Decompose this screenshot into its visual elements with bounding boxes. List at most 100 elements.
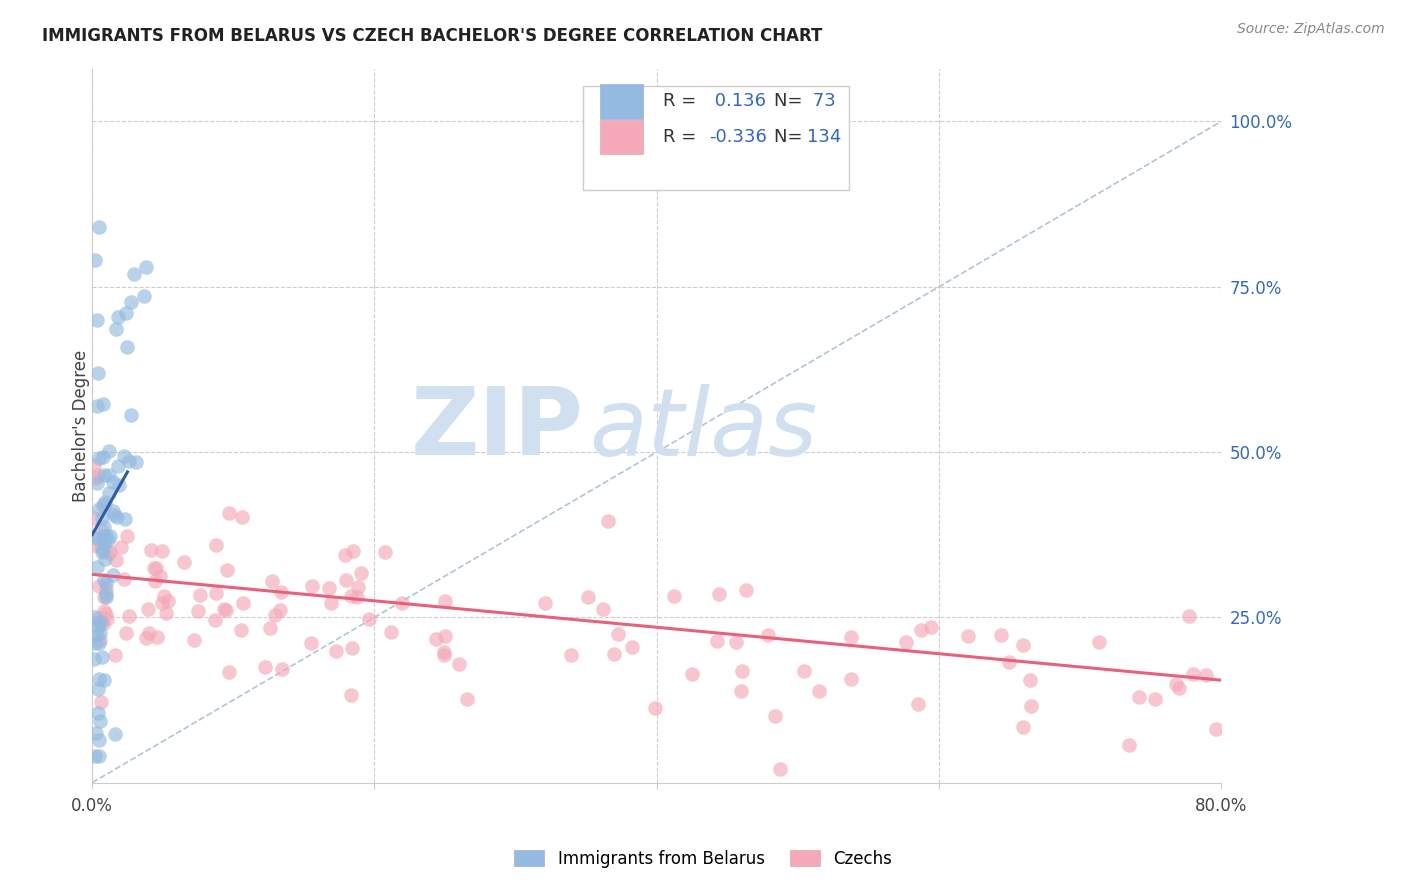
Point bbox=[98, 468, 121, 483]
Point bbox=[91, 529, 114, 543]
Point bbox=[340, 590, 363, 604]
Text: 73: 73 bbox=[807, 93, 835, 111]
Point bbox=[87, 468, 110, 483]
Point bbox=[97, 443, 120, 458]
Point bbox=[86, 313, 108, 327]
Point bbox=[104, 727, 127, 741]
Point bbox=[86, 628, 108, 642]
Point bbox=[143, 561, 166, 575]
Point bbox=[97, 486, 120, 500]
Point bbox=[89, 450, 111, 465]
Point bbox=[91, 450, 114, 464]
Point bbox=[118, 608, 141, 623]
Point bbox=[391, 596, 413, 610]
Point bbox=[254, 660, 277, 674]
Point bbox=[839, 673, 862, 687]
Point bbox=[117, 529, 139, 543]
Point bbox=[83, 529, 105, 543]
Point bbox=[91, 498, 114, 512]
Point bbox=[89, 532, 111, 546]
Point bbox=[87, 749, 110, 764]
Point bbox=[347, 580, 370, 594]
Point bbox=[1166, 677, 1188, 691]
Point bbox=[153, 589, 176, 603]
Point bbox=[93, 537, 115, 551]
Point bbox=[98, 529, 121, 543]
Point bbox=[90, 540, 112, 554]
Point bbox=[763, 708, 786, 723]
Text: -0.336: -0.336 bbox=[709, 128, 766, 146]
Point bbox=[150, 596, 173, 610]
Point bbox=[93, 617, 115, 632]
Point bbox=[232, 596, 254, 610]
Point bbox=[107, 310, 129, 325]
Point bbox=[231, 510, 253, 524]
Point bbox=[83, 538, 105, 552]
Point bbox=[86, 559, 108, 574]
Point bbox=[136, 602, 159, 616]
Point bbox=[107, 459, 129, 474]
Point bbox=[1195, 667, 1218, 681]
Point bbox=[841, 630, 863, 644]
FancyBboxPatch shape bbox=[600, 120, 643, 154]
FancyBboxPatch shape bbox=[583, 87, 849, 190]
Point bbox=[990, 628, 1012, 642]
Point bbox=[93, 591, 115, 605]
Point bbox=[188, 588, 211, 602]
Point bbox=[94, 529, 117, 543]
Point bbox=[271, 663, 294, 677]
Text: IMMIGRANTS FROM BELARUS VS CZECH BACHELOR'S DEGREE CORRELATION CHART: IMMIGRANTS FROM BELARUS VS CZECH BACHELO… bbox=[42, 27, 823, 45]
Point bbox=[709, 587, 731, 601]
Text: 134: 134 bbox=[807, 128, 841, 146]
Point bbox=[596, 514, 619, 528]
Point bbox=[96, 612, 118, 626]
Text: R =: R = bbox=[664, 93, 703, 111]
Point bbox=[205, 538, 228, 552]
Point bbox=[93, 397, 115, 411]
Text: R =: R = bbox=[664, 128, 703, 146]
Point bbox=[907, 697, 929, 711]
Point bbox=[576, 590, 599, 604]
Point bbox=[730, 684, 752, 698]
Point bbox=[270, 584, 292, 599]
Point bbox=[299, 636, 322, 650]
Point bbox=[534, 596, 557, 610]
Point bbox=[205, 586, 228, 600]
Point bbox=[350, 566, 373, 580]
Point bbox=[110, 540, 132, 554]
Point bbox=[114, 512, 136, 526]
Point bbox=[114, 306, 136, 320]
Point bbox=[218, 665, 240, 680]
Point bbox=[143, 574, 166, 588]
Point bbox=[98, 546, 121, 560]
Point bbox=[218, 506, 240, 520]
Point bbox=[149, 569, 172, 583]
Point bbox=[87, 682, 110, 697]
FancyBboxPatch shape bbox=[600, 84, 643, 119]
Point bbox=[118, 453, 141, 467]
Point bbox=[103, 475, 125, 489]
Point bbox=[86, 476, 108, 491]
Point bbox=[187, 604, 209, 618]
Point bbox=[724, 635, 747, 649]
Point bbox=[333, 548, 356, 562]
Point bbox=[83, 636, 105, 650]
Point bbox=[135, 260, 157, 274]
Point bbox=[183, 633, 205, 648]
Text: N=: N= bbox=[775, 93, 808, 111]
Point bbox=[93, 673, 115, 687]
Point bbox=[432, 648, 454, 662]
Point bbox=[83, 651, 105, 665]
Point bbox=[204, 613, 226, 627]
Point bbox=[87, 220, 110, 235]
Point bbox=[89, 625, 111, 640]
Point bbox=[101, 567, 124, 582]
Point bbox=[301, 579, 323, 593]
Point bbox=[325, 644, 347, 658]
Point bbox=[108, 477, 131, 491]
Text: ZIP: ZIP bbox=[411, 384, 583, 475]
Point bbox=[93, 573, 115, 587]
Point bbox=[1019, 699, 1042, 714]
Point bbox=[120, 408, 142, 422]
Point bbox=[644, 700, 666, 714]
